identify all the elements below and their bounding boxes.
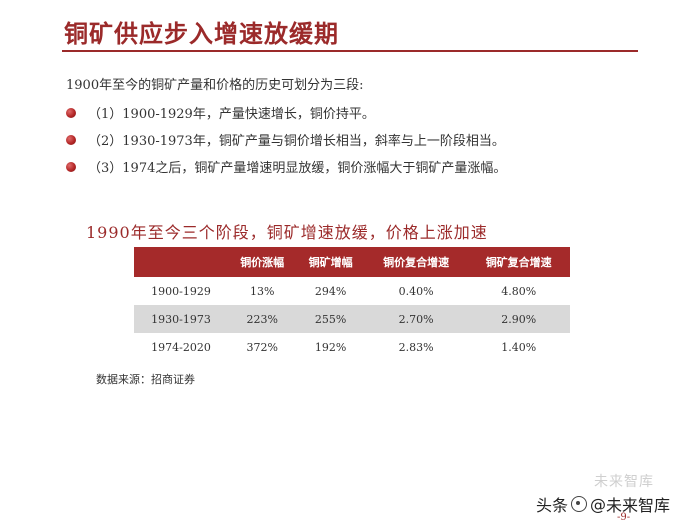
header-period <box>134 247 228 277</box>
cell-period: 1900-1929 <box>151 284 211 298</box>
red-sphere-bullet-icon <box>66 134 76 145</box>
cell-output-cagr: 4.80% <box>501 284 537 298</box>
cell-output-cagr: 2.90% <box>467 305 570 333</box>
cell-output-change: 294% <box>314 284 347 298</box>
cell-period: 1974-2020 <box>151 340 211 354</box>
cell-output-cagr: 1.40% <box>501 340 537 354</box>
data-source-note: 数据来源：招商证券 <box>96 373 195 386</box>
intro-text: 1900年至今的铜矿产量和价格的历史可划分为三段: <box>66 78 364 93</box>
bullet-item: （2）1930-1973年，铜矿产量与铜价增长相当，斜率与上一阶段相当。 <box>66 126 506 153</box>
watermark-prefix: 头条 <box>536 496 569 515</box>
table-row: 1974-2020 372% 192% 2.83% 1.40% <box>134 333 570 361</box>
red-sphere-bullet-icon <box>66 161 76 172</box>
header-price-cagr: 铜价复合增速 <box>364 247 468 277</box>
title-divider <box>62 50 638 52</box>
cell-price-change: 372% <box>246 340 278 354</box>
bullet-item: （3）1974之后，铜矿产量增速明显放缓，铜价涨幅大于铜矿产量涨幅。 <box>66 153 506 180</box>
bullet-item: （1）1900-1929年，产量快速增长，铜价持平。 <box>66 99 506 126</box>
toutiao-watermark: 头条 @ 未来智库 <box>536 492 670 516</box>
red-sphere-bullet-icon <box>66 107 76 118</box>
header-price-change: 铜价涨幅 <box>228 247 297 277</box>
page-number: -9- <box>617 512 631 523</box>
page-title: 铜矿供应步入增速放缓期 <box>64 20 339 48</box>
watermark-at: @ <box>590 494 607 514</box>
cell-price-cagr: 0.40% <box>398 284 434 298</box>
cell-price-change: 13% <box>249 284 275 298</box>
copper-stats-table: 铜价涨幅 铜矿增幅 铜价复合增速 铜矿复合增速 1900-1929 13% 29… <box>134 247 570 361</box>
bullet-text: （2）1930-1973年，铜矿产量与铜价增长相当，斜率与上一阶段相当。 <box>88 134 505 149</box>
header-output-change: 铜矿增幅 <box>296 247 365 277</box>
table-header-row: 铜价涨幅 铜矿增幅 铜价复合增速 铜矿复合增速 <box>134 247 570 277</box>
toutiao-circle-icon <box>571 496 588 512</box>
cell-price-change: 223% <box>228 305 297 333</box>
cell-output-change: 192% <box>314 340 347 354</box>
table-title: 1990年至今三个阶段，铜矿增速放缓，价格上涨加速 <box>86 223 488 242</box>
bullet-text: （1）1900-1929年，产量快速增长，铜价持平。 <box>88 107 375 122</box>
cell-price-cagr: 2.83% <box>398 340 434 354</box>
bullet-list: （1）1900-1929年，产量快速增长，铜价持平。 （2）1930-1973年… <box>66 99 506 180</box>
cell-output-change: 255% <box>296 305 365 333</box>
cell-price-cagr: 2.70% <box>364 305 468 333</box>
table-row: 1930-1973 223% 255% 2.70% 2.90% <box>134 305 570 333</box>
table-row: 1900-1929 13% 294% 0.40% 4.80% <box>134 277 570 305</box>
faint-watermark: 未来智库 <box>594 474 654 490</box>
bullet-text: （3）1974之后，铜矿产量增速明显放缓，铜价涨幅大于铜矿产量涨幅。 <box>88 161 507 176</box>
watermark-name: 未来智库 <box>606 496 671 515</box>
header-output-cagr: 铜矿复合增速 <box>467 247 570 277</box>
cell-period: 1930-1973 <box>134 305 228 333</box>
